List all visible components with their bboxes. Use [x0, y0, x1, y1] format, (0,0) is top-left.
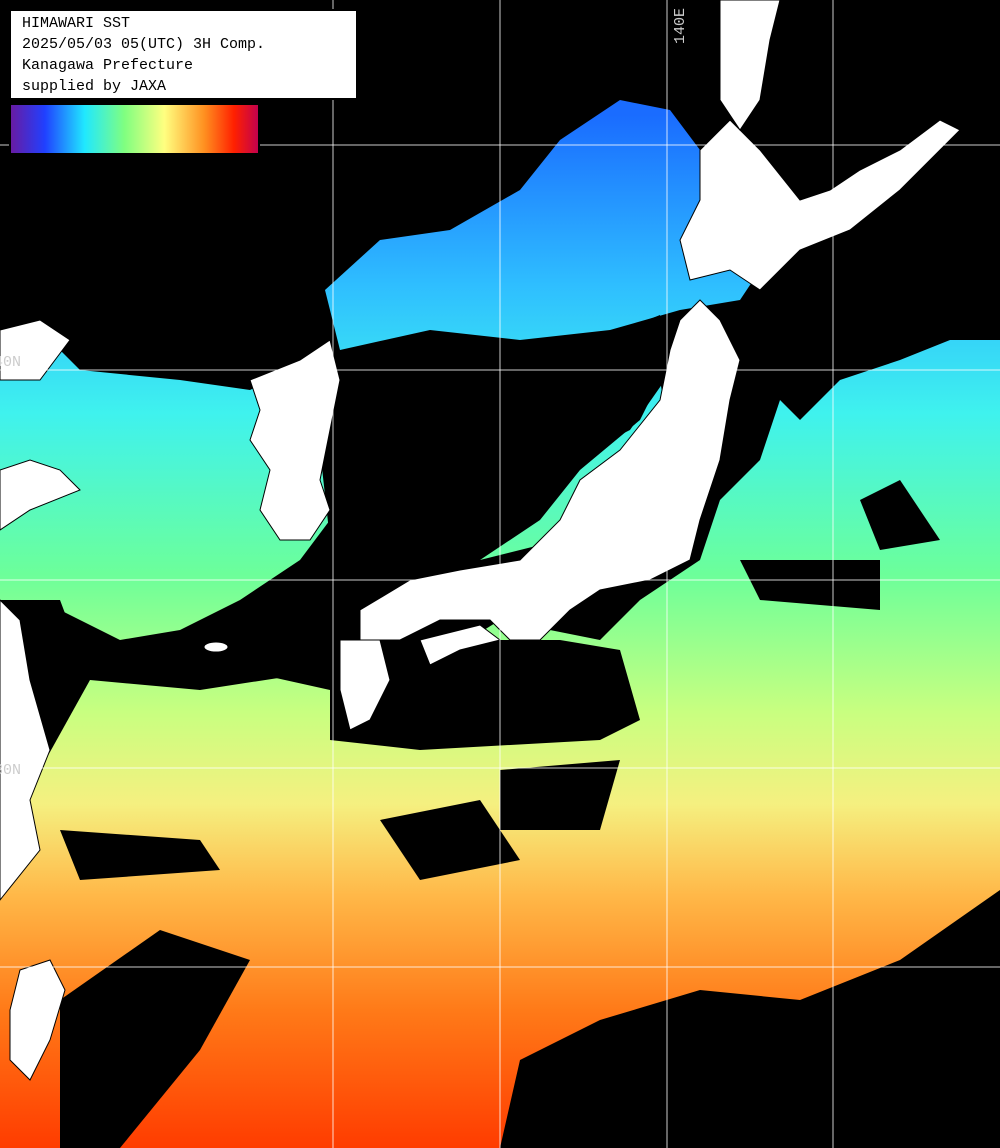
latitude-label: 40N	[0, 354, 21, 371]
header-line: supplied by JAXA	[22, 78, 166, 95]
header-line: Kanagawa Prefecture	[22, 57, 193, 74]
header-line: HIMAWARI SST	[22, 15, 130, 32]
colorbar	[9, 103, 260, 155]
header-box: HIMAWARI SST 2025/05/03 05(UTC) 3H Comp. K…	[9, 9, 358, 100]
header-background	[9, 9, 358, 100]
land	[0, 0, 961, 1081]
longitude-label: 140E	[672, 8, 689, 44]
latitude-label: 30N	[0, 762, 21, 779]
header-line: 2025/05/03 05(UTC) 3H Comp.	[22, 36, 265, 53]
colorbar-gradient	[9, 103, 260, 155]
